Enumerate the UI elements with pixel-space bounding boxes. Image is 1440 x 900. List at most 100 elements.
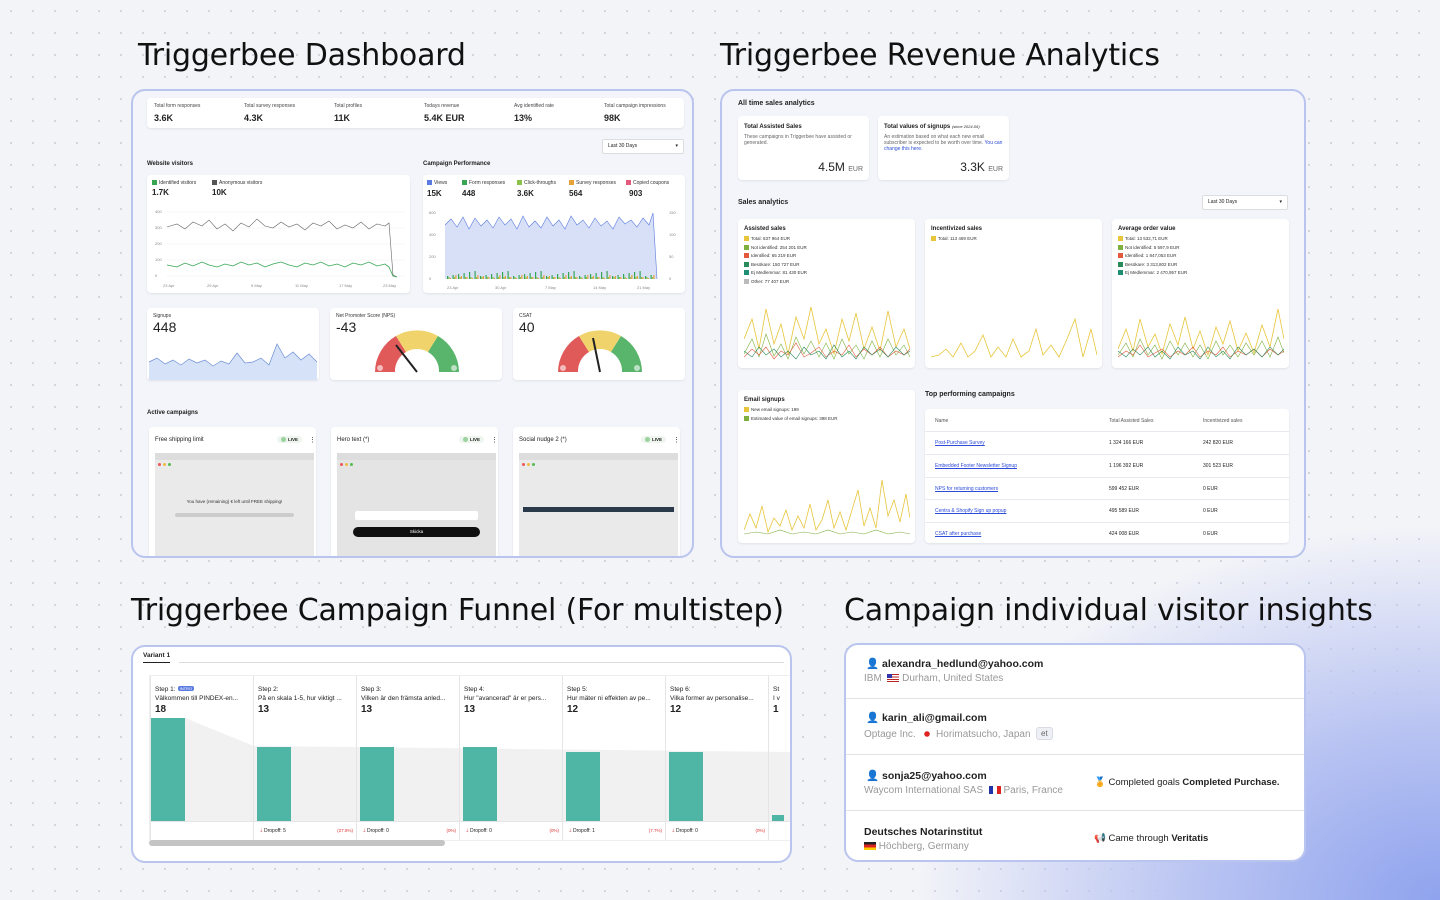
y-tick: 600 — [429, 210, 436, 215]
campaign-link[interactable]: Post-Purchase Survey — [935, 440, 985, 446]
step-title: St — [773, 686, 780, 693]
visitor-email: 👤 sonja25@yahoo.com — [866, 770, 987, 782]
funnel-step[interactable]: Step 5: Hur mäter ni effekten av pe... 12 🡓… — [562, 676, 665, 840]
date-range-select[interactable]: Last 30 Days ▾ — [602, 139, 684, 154]
step-title: Step 2: — [258, 686, 279, 693]
visitor-row[interactable]: 👤 sonja25@yahoo.com Waycom International… — [846, 755, 1304, 811]
campaign-card[interactable]: Social nudge 2 (*) LIVE ⋮ — [513, 427, 680, 556]
status-badge: LIVE — [641, 436, 667, 443]
incentivized-title: Incentivized sales — [931, 226, 983, 232]
table-row[interactable]: Centra & Shopify Sign up popup 495 589 EU… — [925, 499, 1289, 521]
campaign-link[interactable]: CSAT after purchase — [935, 531, 982, 537]
chevron-down-icon: ▾ — [675, 143, 678, 149]
campaign-bar — [541, 277, 544, 279]
jp-flag-icon — [921, 730, 934, 738]
user-icon: 👤 — [866, 712, 880, 724]
identified-value: 1.7K — [152, 188, 169, 197]
language-badge: et — [1036, 727, 1053, 740]
step-count: 1 — [773, 704, 779, 715]
campaign-bar — [470, 277, 472, 279]
visitor-email: Deutsches Notarinstitut — [864, 826, 983, 838]
campaign-bar — [558, 277, 560, 279]
table-row[interactable]: NPS for returning customers 599 452 EUR 0 … — [925, 477, 1289, 499]
preview-text: You have (remaining) € left until FREE s… — [186, 499, 283, 504]
table-row[interactable]: CSAT after purchase 424 008 EUR 0 EUR — [925, 522, 1289, 544]
assisted-sales-card: Assisted sales Total: 637 964 EUR Not ide… — [738, 219, 915, 368]
kpi-value: 11K — [334, 113, 351, 123]
assisted-cell: 1 324 166 EUR — [1109, 440, 1144, 446]
campaign-bar — [480, 276, 482, 279]
visitor-row[interactable]: 👤 alexandra_hedlund@yahoo.com IBM Durham… — [846, 645, 1304, 699]
visitors-section-title: Campaign individual visitor insights — [844, 593, 1373, 628]
tab-variant-1[interactable]: Variant 1 — [143, 652, 171, 663]
legend-item: Ej Medlemmar: 2 470,957 EUR — [1118, 269, 1187, 278]
step-count: 12 — [567, 704, 579, 715]
campaign-card[interactable]: Hero text (*) LIVE ⋮ Skicka — [331, 427, 498, 556]
dashboard-section-title: Triggerbee Dashboard — [138, 38, 466, 73]
y-tick: 400 — [155, 209, 162, 214]
total-assisted-card: Total Assisted Sales These campaigns in … — [738, 116, 869, 180]
table-header: Name Total Assisted Sales Incentivized s… — [925, 409, 1289, 431]
funnel-step[interactable]: Step 2: På en skala 1-5, hur viktigt ... 1… — [253, 676, 356, 840]
incentivized-cell: 242 820 EUR — [1203, 440, 1234, 446]
email-signups-card: Email signups New email signups: 199 Esti… — [738, 390, 915, 543]
campaign-bar — [647, 278, 649, 279]
email-signups-line — [744, 479, 910, 534]
assisted-sales-legend: Total: 637 964 EUR Not identified: 254 20… — [744, 235, 807, 287]
column-header: Name — [935, 418, 949, 424]
campaign-link[interactable]: Embedded Footer Newsletter Signup — [935, 463, 1017, 469]
signups-sparkline — [148, 343, 318, 380]
step-title: Step 1: INTRO — [155, 686, 195, 693]
step-count: 13 — [464, 704, 476, 715]
step-title: Step 4: — [464, 686, 485, 693]
campaign-bar — [596, 277, 599, 279]
change-value-link[interactable]: You can change this here. — [884, 140, 1003, 152]
table-row[interactable]: Embedded Footer Newsletter Signup 1 196 3… — [925, 454, 1289, 476]
campaign-bar — [612, 276, 614, 279]
campaign-bar — [639, 271, 641, 279]
campaign-bar — [640, 277, 643, 279]
incentivized-cell: 0 EUR — [1203, 508, 1218, 514]
visitor-row[interactable]: 👤 karin_ali@gmail.com Optage Inc. Horima… — [846, 699, 1304, 755]
campaign-bar — [574, 277, 577, 279]
campaign-bar — [547, 277, 549, 279]
campaign-bar — [481, 277, 483, 279]
campaign-link[interactable]: Centra & Shopify Sign up popup — [935, 508, 1007, 514]
visitor-row[interactable]: Deutsches Notarinstitut Höchberg, German… — [846, 811, 1304, 860]
campaign-card[interactable]: Free shipping limit LIVE ⋮ You have (rem… — [149, 427, 316, 556]
kebab-menu-icon[interactable]: ⋮ — [309, 437, 316, 444]
kebab-menu-icon[interactable]: ⋮ — [491, 437, 498, 444]
table-row[interactable]: Post-Purchase Survey 1 324 166 EUR 242 820… — [925, 431, 1289, 453]
dropoff-info: 🡓 Dropoff: 0 (0%) — [363, 828, 456, 834]
campaign-bar — [546, 276, 548, 279]
funnel-step[interactable]: Step 6: Vilka former av personalise... 12 🡓… — [665, 676, 768, 840]
step-title: Step 6: — [670, 686, 691, 693]
kpi-label: Total survey responses — [244, 103, 296, 109]
legend-item: Total: 637 964 EUR — [744, 235, 807, 244]
campaign-bar — [515, 278, 517, 279]
funnel-step[interactable]: Step 4: Hur "avancerad" är er pers... 13 🡓 … — [459, 676, 562, 840]
funnel-step[interactable]: Step 1: INTRO Välkommen till PINDEX-en... 1… — [150, 676, 253, 840]
campaign-bar — [525, 277, 527, 279]
assisted-cell: 599 452 EUR — [1109, 486, 1140, 492]
step-count: 13 — [258, 704, 270, 715]
horizontal-scrollbar[interactable] — [149, 840, 445, 846]
kpi-value: 13% — [514, 113, 533, 123]
signups-label: Signups — [153, 313, 172, 319]
column-header: Total Assisted Sales — [1109, 418, 1154, 424]
sales-range-select[interactable]: Last 30 Days ▾ — [1202, 195, 1288, 210]
dropoff-info: 🡓 Dropoff: 5 (27.8%) — [260, 828, 353, 834]
legend-swatch — [744, 270, 749, 276]
kebab-menu-icon[interactable]: ⋮ — [673, 437, 680, 444]
assisted-cell: 424 008 EUR — [1109, 531, 1140, 537]
step-question: I v — [773, 695, 780, 702]
kpi-value: 98K — [604, 113, 621, 123]
funnel-step[interactable]: St I v 1 — [768, 676, 790, 840]
user-icon: 👤 — [866, 658, 880, 670]
assisted-value: 4.5M EUR — [818, 160, 863, 174]
campaign-link[interactable]: NPS for returning customers — [935, 486, 999, 492]
campaign-bar — [636, 276, 638, 279]
campaign-performance-title: Campaign Performance — [423, 161, 491, 167]
funnel-step[interactable]: Step 3: Vilken är den främsta anled... 13 🡓… — [356, 676, 459, 840]
legend-swatch — [744, 407, 749, 412]
